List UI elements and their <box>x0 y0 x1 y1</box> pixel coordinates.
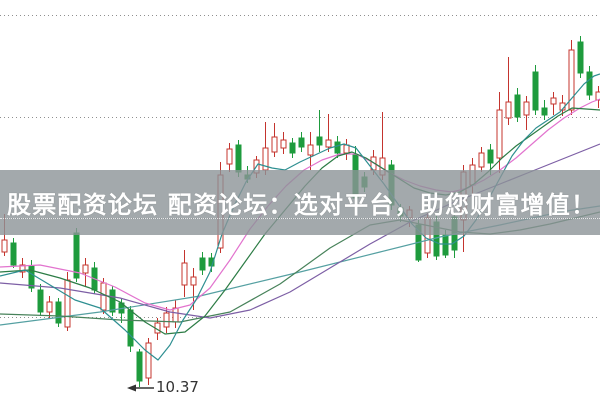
candle-body <box>163 312 170 328</box>
candle-body <box>523 101 530 116</box>
candle-body <box>316 136 323 146</box>
candle-body <box>280 139 287 149</box>
candle-body <box>343 144 350 154</box>
candle-body <box>28 265 35 289</box>
low-price-label: 10.37 <box>156 378 199 396</box>
candle-body <box>127 309 134 347</box>
candle-body <box>289 142 296 154</box>
candle-body <box>55 301 62 324</box>
candle-body <box>550 97 557 105</box>
candle-body <box>325 139 332 148</box>
candle-body <box>307 144 314 156</box>
candle-body <box>235 144 242 173</box>
candle-body <box>64 279 71 328</box>
candle-body <box>172 307 179 323</box>
candle-body <box>334 141 341 154</box>
candle-body <box>199 257 206 271</box>
candle-body <box>532 71 539 111</box>
candle-body <box>46 301 53 313</box>
candle-body <box>19 264 26 273</box>
candle-body <box>496 109 503 159</box>
candle-body <box>73 232 80 279</box>
candle-body <box>298 137 305 148</box>
candle-body <box>190 276 197 286</box>
candle-body <box>82 264 89 274</box>
low-annotation-arrow <box>127 384 154 392</box>
candle-body <box>271 136 278 153</box>
candle-body <box>568 49 575 111</box>
candle-body <box>10 242 17 266</box>
candle-body <box>1 239 8 253</box>
ma-fast-teal <box>0 73 600 361</box>
candle-body <box>541 107 548 116</box>
candle-body <box>514 94 521 118</box>
candle-body <box>226 148 233 165</box>
banner-gridline <box>0 218 600 219</box>
candle-body <box>100 282 107 311</box>
headline-text: 股票配资论坛 配资论坛：选对平台，助您财富增值！ <box>7 190 597 219</box>
candle-body <box>145 342 152 379</box>
candle-body <box>505 101 512 119</box>
candle-body <box>487 149 494 164</box>
candle-body <box>442 234 449 256</box>
candle-body <box>109 289 116 313</box>
candle-body <box>577 41 584 74</box>
candle-body <box>37 289 44 313</box>
candle-body <box>478 152 485 168</box>
headline-banner: 股票配资论坛 配资论坛：选对平台，助您财富增值！ <box>0 170 600 235</box>
candle-body <box>586 71 593 96</box>
candle-body <box>181 262 188 286</box>
candle-body <box>136 351 143 382</box>
